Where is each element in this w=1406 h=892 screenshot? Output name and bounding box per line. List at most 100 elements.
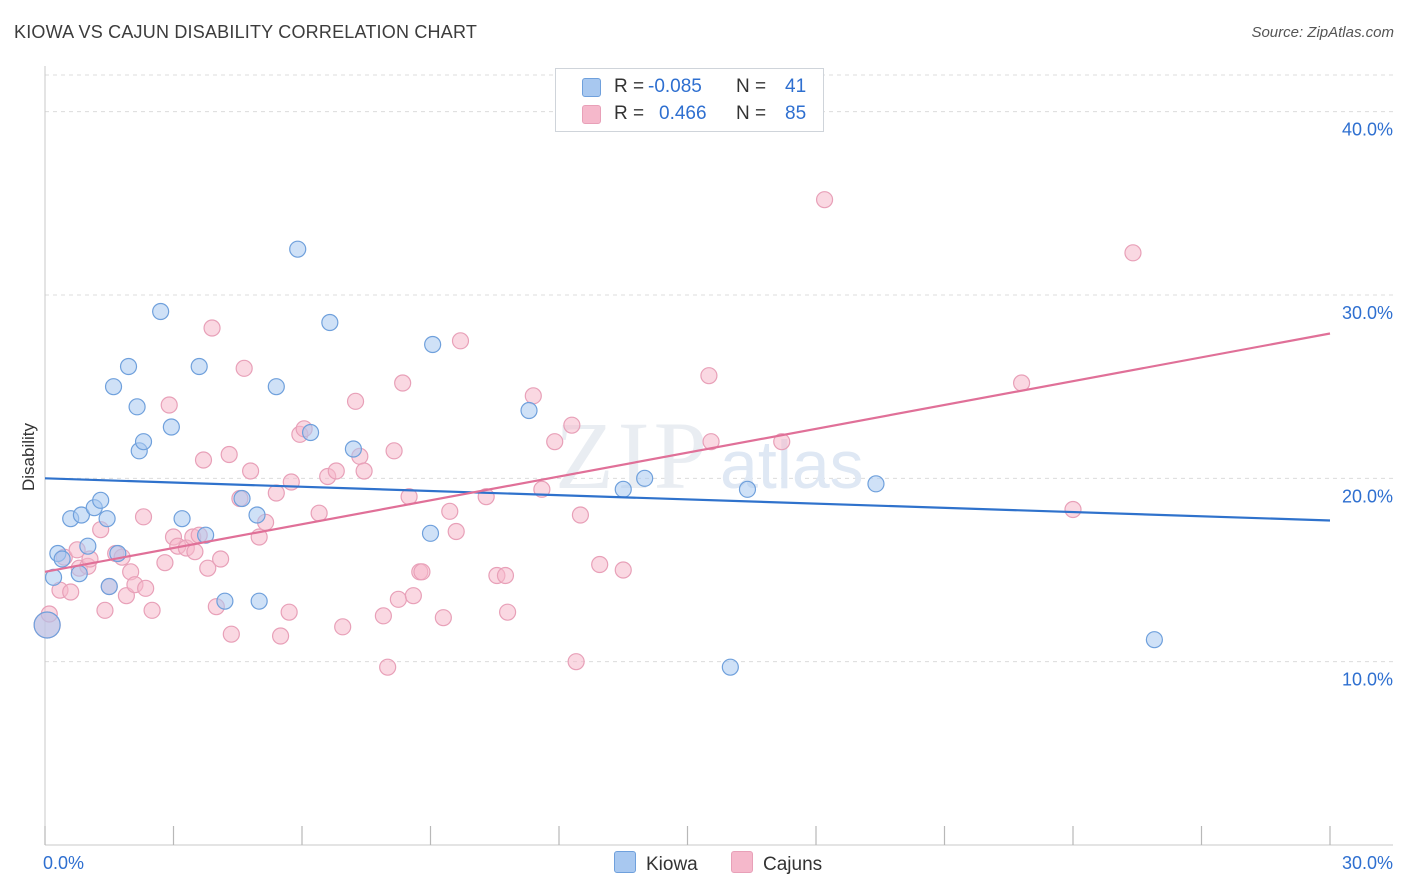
kiowa-point <box>72 506 91 524</box>
n-label: N = <box>736 76 767 97</box>
kiowa-point <box>119 357 138 376</box>
kiowa-point <box>636 469 654 487</box>
r-value: -0.085 <box>648 76 702 97</box>
legend-row-kiowa: R = -0.085 N = 41 <box>556 74 823 100</box>
kiowa-point <box>98 510 116 528</box>
kiowa-point <box>301 423 320 442</box>
cajun-point <box>143 601 161 619</box>
y-axis-label: Disability <box>19 422 38 491</box>
kiowa-point <box>1145 631 1163 649</box>
cajun-point <box>355 462 373 480</box>
kiowa-point <box>53 550 71 568</box>
cajun-point <box>235 359 253 377</box>
kiowa-point <box>248 506 266 524</box>
kiowa-legend-label: Kiowa <box>646 854 698 875</box>
kiowa-point <box>216 592 234 610</box>
r-value: 0.466 <box>659 103 707 124</box>
kiowa-point <box>614 480 632 498</box>
cajun-point <box>346 392 365 410</box>
watermark-zip: ZIP <box>555 402 711 509</box>
cajun-point <box>156 554 174 572</box>
cajun-point <box>280 603 298 621</box>
kiowa-point <box>520 401 538 420</box>
cajun-point <box>546 433 564 451</box>
cajun-point <box>334 618 352 636</box>
cajun-point <box>571 506 590 524</box>
cajun-point <box>614 561 632 579</box>
legend-item-kiowa: Kiowa <box>614 851 698 876</box>
stats-legend: R = -0.085 N = 41 R = 0.466 N = 85 <box>555 68 824 132</box>
cajun-point <box>374 607 392 625</box>
legend-item-cajuns: Cajuns <box>731 851 822 876</box>
cajun-point <box>134 508 153 526</box>
y-tick-label: 10.0% <box>1342 670 1393 690</box>
cajun-point <box>160 396 178 414</box>
y-tick-label: 30.0% <box>1342 303 1393 323</box>
kiowa-point <box>267 378 285 396</box>
source-attribution: Source: ZipAtlas.com <box>1251 24 1394 41</box>
kiowa-point <box>190 357 208 376</box>
cajun-point <box>199 559 217 577</box>
kiowa-point <box>79 537 97 555</box>
cajun-point <box>222 625 240 643</box>
kiowa-point <box>100 577 118 596</box>
kiowa-point <box>134 433 153 451</box>
cajun-legend-label: Cajuns <box>763 854 823 875</box>
cajun-point <box>203 319 221 337</box>
n-label: N = <box>736 103 767 124</box>
chart-title: KIOWA VS CAJUN DISABILITY CORRELATION CH… <box>14 22 478 42</box>
kiowa-point <box>104 378 123 396</box>
n-value: 85 <box>785 103 807 124</box>
cajun-point <box>385 442 403 460</box>
watermark: ZIP atlas <box>555 402 864 509</box>
cajun-point <box>773 433 791 451</box>
kiowa-point <box>92 491 110 509</box>
kiowa-point <box>738 480 757 498</box>
kiowa-points <box>33 240 1163 676</box>
cajun-point <box>220 445 238 464</box>
cajun-point <box>702 433 720 451</box>
cajun-point <box>267 484 285 502</box>
cajun-point <box>404 587 422 605</box>
cajun-point <box>434 609 452 627</box>
kiowa-point <box>721 658 739 676</box>
cajun-point <box>310 504 328 522</box>
cajun-point <box>137 579 155 597</box>
kiowa-point <box>162 418 180 436</box>
kiowa-legend-swatch <box>614 851 636 873</box>
cajun-point <box>1064 500 1082 519</box>
kiowa-point <box>421 524 440 542</box>
trend-lines <box>44 332 1331 573</box>
y-tick-label: 20.0% <box>1342 486 1393 506</box>
cajun-point <box>591 555 609 574</box>
n-value: 41 <box>785 76 807 97</box>
cajun-legend-swatch <box>731 851 753 873</box>
cajun-point <box>194 451 213 469</box>
kiowa-point <box>70 565 88 583</box>
cajun-point <box>533 480 551 498</box>
kiowa-point <box>250 592 268 610</box>
r-label: R = <box>614 103 645 124</box>
cajun-trend-line <box>44 332 1331 573</box>
x-tick-label-min: 0.0% <box>43 853 84 873</box>
kiowa-point <box>173 510 191 528</box>
cajun-point <box>212 550 230 568</box>
cajun-point <box>567 653 585 671</box>
cajun-point <box>389 590 407 608</box>
kiowa-trend-line <box>44 477 1331 522</box>
x-tick-label-max: 30.0% <box>1342 853 1393 873</box>
kiowa-point <box>424 335 442 354</box>
cajun-point <box>413 563 431 581</box>
cajun-point <box>524 387 542 405</box>
cajun-point <box>327 462 345 480</box>
axes <box>44 66 1393 846</box>
cajun-point <box>447 522 465 541</box>
y-tick-label: 40.0% <box>1342 120 1393 140</box>
cajun-point <box>496 566 515 585</box>
cajun-point <box>379 658 397 676</box>
cajun-point <box>499 603 517 621</box>
cajun-point <box>242 462 260 480</box>
kiowa-point <box>33 611 61 639</box>
y-tick-labels: 10.0% 20.0% 30.0% 40.0% <box>1342 120 1393 690</box>
